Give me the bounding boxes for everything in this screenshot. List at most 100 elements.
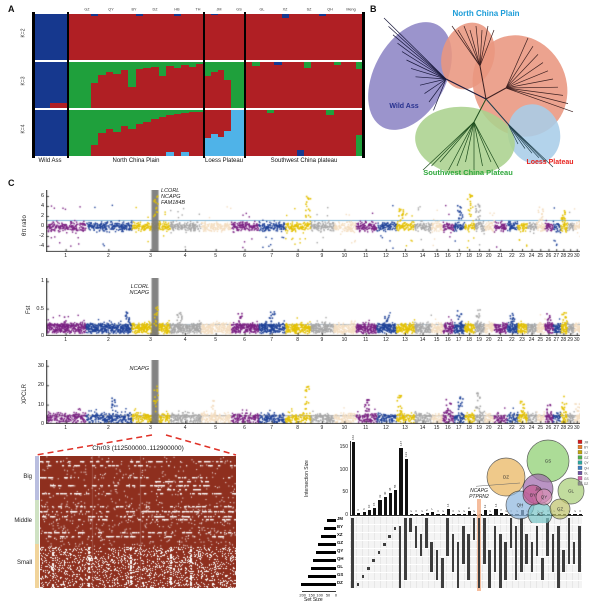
- x-tick-label: 1: [64, 337, 67, 343]
- intersection-bar: [404, 459, 408, 515]
- matrix-span-bar: [578, 526, 581, 572]
- x-tick-label: 17: [456, 337, 462, 343]
- matrix-row-stripe: [350, 557, 582, 564]
- matrix-span-bar: [525, 534, 528, 564]
- x-tick-label: 3: [149, 425, 152, 431]
- svg-text:GL: GL: [568, 489, 575, 494]
- y-tick-label: 0: [40, 333, 44, 339]
- y-tick-label: 6: [40, 193, 44, 199]
- matrix-span-bar: [409, 518, 412, 532]
- chromosome-axis-2: 1 2 3 4 5 6 7 8 9 10 11 12 13 14 15 16 17 18 19 20 21 22 23 24 2…: [46, 337, 580, 345]
- x-tick-label: 27: [553, 425, 559, 431]
- intersection-bar: [362, 512, 366, 515]
- intersection-bar: [388, 493, 393, 515]
- x-tick-label: 12: [383, 253, 389, 259]
- x-tick-label: 6: [243, 253, 246, 259]
- matrix-span-bar: [514, 526, 518, 580]
- intersection-bar: [425, 512, 429, 515]
- matrix-span-bar: [398, 526, 402, 588]
- intersection-bar-value: 3: [452, 509, 456, 512]
- panel-c-label: C: [8, 178, 15, 188]
- intersection-bar: [399, 448, 403, 515]
- group-label-north-china-plain: North China Plain: [112, 158, 160, 164]
- set-size-bar: [318, 542, 336, 547]
- heatmap-row-small: Small: [16, 560, 32, 566]
- intersection-bar-value: 55: [394, 484, 398, 489]
- intersection-axis-tick: 150: [339, 444, 348, 450]
- svg-text:GL: GL: [584, 472, 588, 476]
- matrix-span-bar: [488, 550, 492, 588]
- set-label: DZ: [337, 581, 343, 586]
- x-tick-label: 26: [545, 425, 552, 431]
- x-tick-label: 8: [296, 253, 300, 259]
- x-tick-label: 6: [243, 337, 246, 343]
- intersection-bar-value: 162: [352, 434, 356, 440]
- set-label: XZ: [337, 533, 343, 538]
- xpclr-axis-label: XPCLR: [22, 383, 28, 404]
- x-tick-label: 18: [466, 425, 472, 431]
- intersection-bar: [383, 496, 387, 515]
- upset-gene-label: NCAPG PTPRN2: [469, 488, 489, 500]
- svg-text:XZ: XZ: [584, 451, 588, 455]
- matrix-span-bar: [541, 558, 544, 580]
- x-tick-label: 28: [560, 425, 567, 431]
- intersection-bar-value: 6: [362, 508, 366, 511]
- x-tick-label: 20: [486, 425, 492, 431]
- group-label-southwest-china-plateau: Southwest China plateau: [270, 158, 338, 164]
- population-code: JM: [216, 8, 222, 12]
- set-size-axis-line: [302, 591, 336, 592]
- matrix-dot: [361, 575, 365, 578]
- x-tick-label: 14: [419, 425, 426, 431]
- matrix-span-bar: [477, 518, 481, 588]
- svg-text:QY: QY: [584, 461, 589, 465]
- matrix-span-bar: [446, 518, 449, 556]
- matrix-dot: [393, 527, 397, 530]
- gene-annotation-fst: LCORL NCAPG: [129, 284, 150, 296]
- intersection-bar: [504, 514, 509, 515]
- x-tick-label: 16: [445, 253, 451, 259]
- matrix-span-bar: [567, 518, 571, 564]
- x-tick-label: 19: [476, 253, 482, 259]
- x-tick-label: 15: [433, 253, 440, 259]
- x-tick-label: 13: [402, 425, 408, 431]
- matrix-span-bar: [351, 518, 354, 588]
- matrix-dot: [388, 535, 391, 538]
- intersection-bar: [489, 514, 493, 515]
- x-tick-label: 10: [341, 337, 348, 343]
- set-label: QH: [337, 557, 344, 562]
- population-code: GZ: [84, 8, 91, 12]
- x-tick-label: 26: [545, 253, 552, 259]
- x-tick-label: 20: [486, 337, 492, 343]
- x-tick-label: 29: [567, 425, 573, 431]
- set-size-bar: [326, 518, 336, 523]
- haplotype-group-strips: [35, 456, 39, 588]
- population-code: TH: [195, 8, 201, 12]
- k2-label: K=2: [20, 28, 27, 38]
- set-size-tick: 100: [316, 594, 324, 598]
- x-tick-label: 4: [183, 337, 187, 343]
- x-tick-label: 29: [567, 337, 573, 343]
- intersection-bar-value: 48: [389, 487, 393, 492]
- x-tick-label: 7: [270, 425, 274, 431]
- population-code: QH: [327, 8, 333, 12]
- x-tick-label: 7: [270, 253, 274, 259]
- matrix-span-bar: [456, 542, 460, 588]
- matrix-span-bar: [430, 542, 434, 572]
- x-tick-label: 11: [363, 425, 369, 431]
- matrix-span-bar: [472, 518, 476, 540]
- intersection-bar: [568, 514, 572, 515]
- intersection-bar: [415, 513, 419, 515]
- svg-text:GS: GS: [584, 477, 589, 481]
- chromosome-axis-1: 1 2 3 4 5 6 7 8 9 10 11 12 13 14 15 16 17 18 19 20 21 22 23 24 2…: [46, 253, 580, 261]
- x-tick-label: 4: [183, 425, 187, 431]
- y-tick-label: 1: [40, 278, 44, 285]
- matrix-row-stripe: [350, 525, 582, 532]
- x-tick-label: 14: [419, 253, 426, 259]
- upset-plot: Intersection Size 162 4 6 10 15 33 40 48 55 147 12…: [300, 434, 596, 604]
- x-tick-label: 10: [341, 253, 348, 259]
- intersection-bar: [446, 508, 451, 515]
- intersection-axis-tick: 100: [339, 466, 348, 473]
- x-tick-label: 25: [537, 337, 544, 343]
- population-code: XZ: [283, 8, 288, 12]
- intersection-bar-value: 3: [415, 509, 419, 512]
